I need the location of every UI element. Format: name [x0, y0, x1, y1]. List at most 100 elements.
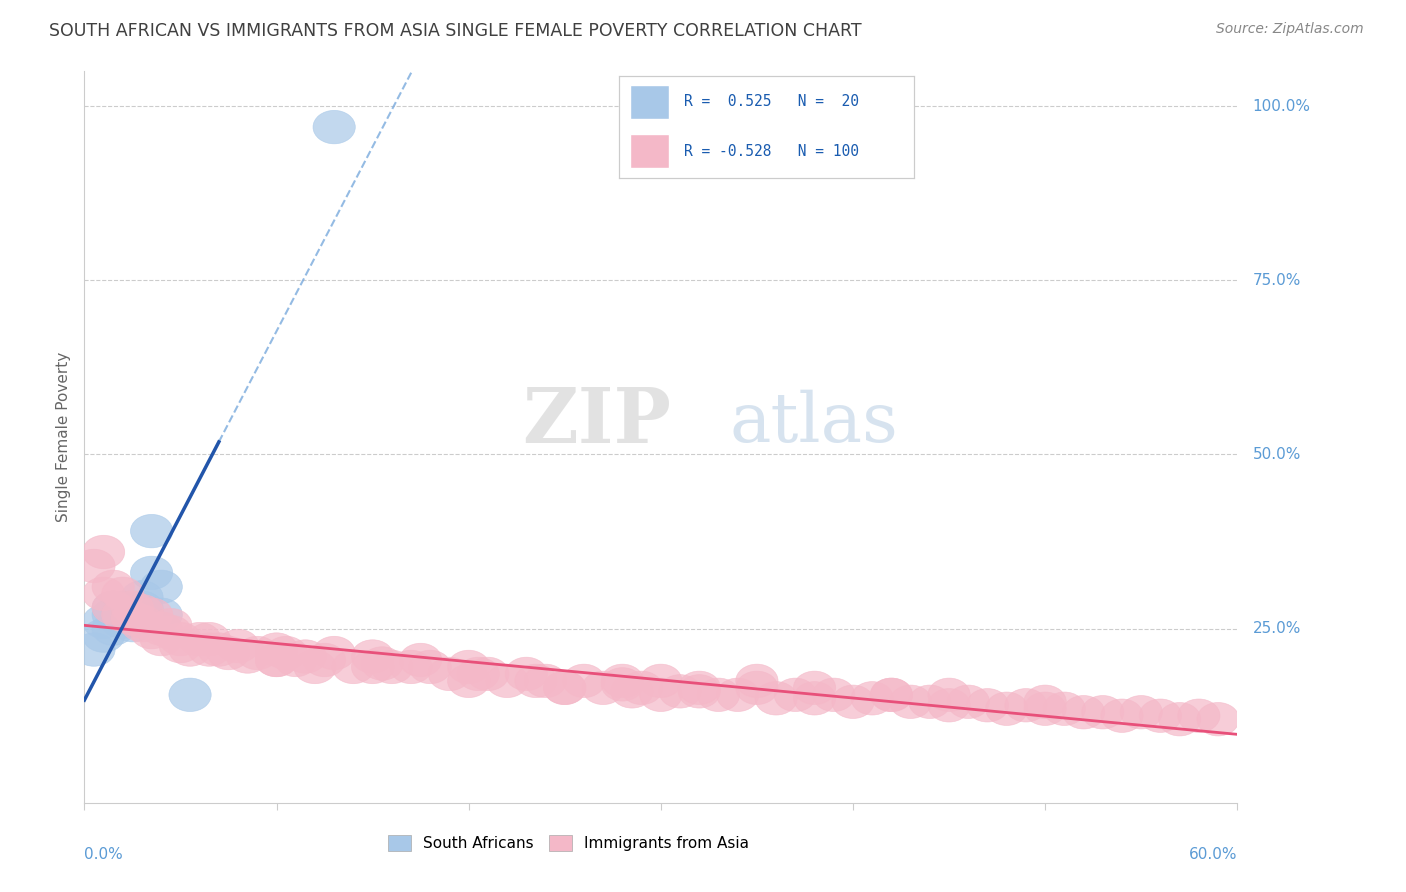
Ellipse shape [870, 678, 912, 712]
Text: 60.0%: 60.0% [1189, 847, 1237, 862]
Ellipse shape [304, 643, 346, 677]
Ellipse shape [91, 612, 135, 646]
Ellipse shape [188, 623, 231, 656]
Text: 50.0%: 50.0% [1253, 447, 1301, 462]
Ellipse shape [890, 685, 932, 719]
Ellipse shape [851, 681, 893, 715]
Ellipse shape [659, 674, 702, 708]
Ellipse shape [149, 615, 193, 648]
Ellipse shape [314, 111, 356, 144]
Ellipse shape [467, 657, 509, 690]
Ellipse shape [101, 605, 143, 639]
Ellipse shape [159, 623, 201, 656]
Ellipse shape [832, 685, 875, 719]
Ellipse shape [256, 632, 298, 666]
Ellipse shape [640, 678, 682, 712]
Ellipse shape [361, 647, 404, 681]
Ellipse shape [73, 549, 115, 582]
Ellipse shape [1024, 692, 1066, 725]
Ellipse shape [793, 671, 835, 705]
Ellipse shape [717, 678, 759, 712]
Ellipse shape [121, 594, 163, 628]
Text: Source: ZipAtlas.com: Source: ZipAtlas.com [1216, 22, 1364, 37]
Ellipse shape [236, 636, 278, 670]
Ellipse shape [486, 665, 529, 698]
Ellipse shape [429, 657, 471, 690]
Y-axis label: Single Female Poverty: Single Female Poverty [56, 352, 72, 522]
Ellipse shape [678, 674, 720, 708]
Ellipse shape [91, 598, 135, 632]
Ellipse shape [1101, 699, 1143, 732]
Ellipse shape [141, 612, 183, 646]
Ellipse shape [256, 643, 298, 677]
Ellipse shape [793, 681, 835, 715]
Ellipse shape [544, 671, 586, 705]
Ellipse shape [198, 632, 240, 666]
Text: atlas: atlas [730, 389, 898, 456]
Ellipse shape [371, 650, 413, 683]
Ellipse shape [169, 632, 211, 666]
Ellipse shape [73, 632, 115, 666]
Ellipse shape [640, 665, 682, 698]
Ellipse shape [928, 678, 970, 712]
Ellipse shape [1178, 699, 1220, 732]
Ellipse shape [813, 678, 855, 712]
Ellipse shape [870, 678, 912, 712]
Ellipse shape [524, 665, 567, 698]
Ellipse shape [101, 577, 143, 610]
Text: SOUTH AFRICAN VS IMMIGRANTS FROM ASIA SINGLE FEMALE POVERTY CORRELATION CHART: SOUTH AFRICAN VS IMMIGRANTS FROM ASIA SI… [49, 22, 862, 40]
Text: R =  0.525   N =  20: R = 0.525 N = 20 [683, 95, 859, 110]
Ellipse shape [121, 605, 163, 639]
Ellipse shape [169, 678, 211, 712]
Ellipse shape [735, 671, 778, 705]
Ellipse shape [111, 594, 153, 628]
Ellipse shape [602, 667, 644, 701]
Ellipse shape [188, 632, 231, 666]
Ellipse shape [217, 630, 259, 663]
Ellipse shape [314, 636, 356, 670]
Ellipse shape [1024, 685, 1066, 719]
Ellipse shape [582, 671, 624, 705]
Ellipse shape [1005, 689, 1047, 722]
Ellipse shape [101, 591, 143, 624]
Ellipse shape [91, 591, 135, 624]
Ellipse shape [141, 598, 183, 632]
Ellipse shape [226, 640, 269, 673]
Ellipse shape [352, 650, 394, 683]
Ellipse shape [515, 665, 557, 698]
Legend: South Africans, Immigrants from Asia: South Africans, Immigrants from Asia [382, 830, 755, 857]
Ellipse shape [101, 598, 143, 632]
Ellipse shape [256, 643, 298, 677]
Ellipse shape [207, 636, 250, 670]
Ellipse shape [755, 681, 797, 715]
Ellipse shape [159, 630, 201, 663]
Ellipse shape [1081, 696, 1123, 729]
Bar [630, 135, 669, 168]
Ellipse shape [131, 515, 173, 548]
Ellipse shape [966, 689, 1008, 722]
Text: 25.0%: 25.0% [1253, 621, 1301, 636]
Ellipse shape [986, 692, 1028, 725]
Ellipse shape [908, 685, 950, 719]
Ellipse shape [149, 608, 193, 642]
Text: ZIP: ZIP [523, 385, 671, 459]
Ellipse shape [1159, 703, 1201, 736]
Ellipse shape [274, 643, 316, 677]
Ellipse shape [111, 601, 153, 635]
Ellipse shape [111, 591, 153, 624]
Text: R = -0.528   N = 100: R = -0.528 N = 100 [683, 144, 859, 159]
Ellipse shape [948, 685, 990, 719]
Ellipse shape [775, 678, 817, 712]
Ellipse shape [91, 591, 135, 624]
Ellipse shape [562, 665, 605, 698]
Ellipse shape [131, 615, 173, 648]
Text: 0.0%: 0.0% [84, 847, 124, 862]
Bar [630, 85, 669, 119]
Ellipse shape [399, 643, 441, 677]
Ellipse shape [83, 535, 125, 569]
Ellipse shape [141, 570, 183, 604]
Ellipse shape [457, 657, 499, 690]
Ellipse shape [83, 577, 125, 610]
Ellipse shape [1121, 696, 1163, 729]
Ellipse shape [620, 671, 662, 705]
